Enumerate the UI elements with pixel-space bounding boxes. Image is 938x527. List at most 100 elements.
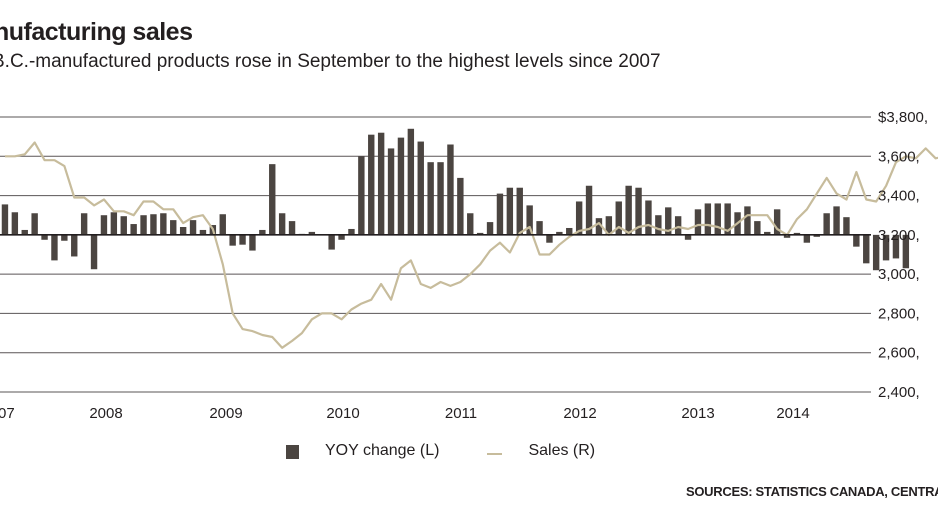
chart-subtitle: B.C.-manufactured products rose in Septe… — [0, 51, 661, 72]
legend-label-yoy: YOY change (L) — [325, 442, 440, 459]
y-tick-label-5: 2,800, — [878, 305, 920, 322]
x-tick-label-5: 2012 — [563, 405, 596, 422]
y-tick-label-3: 3,200, — [878, 227, 920, 244]
x-tick-label-3: 2010 — [326, 405, 359, 422]
y-tick-label-0: $3,800, — [878, 109, 928, 126]
yoy-bar-3 — [31, 213, 38, 235]
x-tick-label-4: 2011 — [445, 405, 477, 422]
yoy-bar-34 — [338, 234, 345, 240]
yoy-bar-63 — [625, 185, 632, 235]
legend: YOY change (L) Sales (R) — [286, 442, 595, 460]
yoy-bar-68 — [674, 216, 682, 235]
yoy-bar-50 — [496, 193, 504, 235]
yoy-bar-41 — [407, 128, 415, 235]
legend-label-sales: Sales (R) — [528, 442, 596, 459]
yoy-bar-9 — [90, 234, 98, 270]
yoy-bar-8 — [80, 213, 88, 235]
yoy-bar-86 — [853, 234, 860, 247]
yoy-bar-4 — [41, 234, 48, 240]
x-axis-ticks: 07 2008 2009 2010 2011 2012 2013 2014 — [0, 405, 810, 422]
yoy-bar-33 — [328, 234, 335, 250]
yoy-bar-6 — [61, 234, 68, 241]
source-note: SOURCES: STATISTICS CANADA, CENTRAL 1 C — [686, 484, 938, 499]
gridlines — [0, 116, 871, 393]
yoy-bar-88 — [872, 234, 880, 271]
yoy-bar-39 — [387, 148, 395, 235]
yoy-bar-42 — [417, 141, 424, 235]
yoy-bar-59 — [585, 185, 593, 235]
yoy-bar-84 — [833, 206, 840, 235]
yoy-bar-11 — [110, 212, 118, 235]
yoy-bar-15 — [150, 214, 157, 235]
yoy-bar-71 — [704, 203, 712, 235]
x-tick-label-6: 2013 — [681, 405, 714, 422]
yoy-bar-64 — [635, 187, 642, 235]
y-tick-label-1: 3,600, — [878, 148, 920, 165]
yoy-bar-10 — [100, 215, 108, 235]
yoy-bar-25 — [249, 234, 256, 251]
yoy-bar-20 — [199, 229, 207, 235]
right-axis-ticks: $3,800, 3,600, 3,400, 3,200, 3,000, 2,800, 2,6… — [878, 109, 928, 401]
yoy-bar-24 — [239, 234, 246, 245]
yoy-bar-66 — [655, 215, 662, 235]
yoy-bar-5 — [51, 234, 58, 261]
yoy-bar-16 — [160, 213, 167, 235]
yoy-bar-40 — [397, 137, 405, 235]
yoy-bar-83 — [823, 213, 830, 235]
yoy-bar-23 — [229, 234, 236, 246]
chart-title: nufacturing sales — [0, 18, 193, 46]
yoy-bar-35 — [348, 228, 355, 235]
yoy-bar-79 — [783, 234, 791, 238]
yoy-bar-58 — [575, 201, 583, 235]
y-tick-label-4: 3,000, — [878, 266, 920, 283]
yoy-bar-14 — [140, 215, 147, 235]
yoy-bar-60 — [595, 218, 603, 235]
yoy-bar-0 — [1, 204, 9, 235]
y-tick-label-2: 3,400, — [878, 188, 920, 205]
yoy-bar-56 — [556, 231, 563, 235]
yoy-bar-47 — [467, 213, 474, 235]
x-tick-label-2: 2009 — [209, 405, 242, 422]
yoy-bar-37 — [368, 134, 375, 235]
yoy-bars — [1, 128, 910, 271]
yoy-bar-65 — [645, 200, 652, 235]
yoy-bar-1 — [11, 212, 19, 235]
yoy-bar-31 — [308, 231, 316, 235]
yoy-bar-38 — [377, 132, 385, 235]
yoy-bar-73 — [724, 203, 731, 235]
yoy-bar-26 — [259, 229, 266, 235]
yoy-bar-75 — [744, 206, 751, 235]
yoy-bar-91 — [902, 234, 910, 269]
yoy-bar-2 — [21, 229, 28, 235]
yoy-bar-36 — [358, 156, 365, 235]
x-tick-label-7: 2014 — [776, 405, 809, 422]
yoy-bar-27 — [269, 164, 276, 235]
legend-bar-swatch — [286, 445, 299, 459]
yoy-bar-90 — [892, 234, 900, 259]
yoy-bar-43 — [427, 162, 434, 235]
yoy-bar-80 — [793, 232, 801, 235]
yoy-bar-18 — [179, 227, 187, 235]
yoy-bar-22 — [219, 214, 226, 235]
yoy-bar-54 — [536, 221, 543, 235]
yoy-bar-67 — [665, 207, 672, 235]
yoy-bar-51 — [506, 187, 514, 235]
yoy-bar-48 — [476, 232, 484, 235]
yoy-bar-17 — [170, 220, 177, 235]
sales-line-group — [5, 141, 938, 349]
y-tick-label-6: 2,600, — [878, 345, 920, 362]
x-tick-label-1: 2008 — [89, 405, 122, 422]
yoy-bar-87 — [863, 234, 870, 264]
yoy-bar-78 — [773, 209, 781, 235]
yoy-bar-76 — [754, 221, 761, 235]
y-tick-label-7: 2,400, — [878, 384, 920, 401]
yoy-bar-89 — [882, 234, 890, 261]
yoy-bar-52 — [516, 187, 523, 235]
yoy-bar-62 — [615, 201, 622, 235]
yoy-bar-53 — [526, 205, 533, 235]
yoy-bar-61 — [605, 216, 613, 235]
yoy-bar-77 — [764, 231, 771, 235]
sales-line — [5, 141, 938, 349]
yoy-bar-57 — [566, 227, 573, 235]
